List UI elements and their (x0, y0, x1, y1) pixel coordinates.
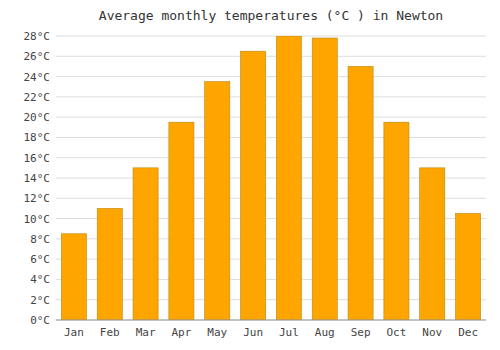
y-tick-label: 20°C (24, 111, 51, 124)
y-tick-label: 26°C (24, 50, 51, 63)
y-tick-label: 28°C (24, 30, 51, 43)
chart-container: Average monthly temperatures (°C ) in Ne… (0, 0, 500, 350)
y-tick-label: 0°C (30, 314, 50, 327)
bar (420, 168, 445, 320)
grid-line (56, 56, 486, 57)
y-axis: 0°C 2°C 4°C 6°C 8°C 10°C 12°C 14°C 16°C 18°C 20°C 2… (24, 30, 51, 327)
chart-title: Average monthly temperatures (°C ) in Ne… (99, 8, 443, 23)
x-axis-line (56, 320, 486, 321)
bar (61, 234, 86, 320)
x-tick-label: Sep (351, 326, 371, 339)
x-tick-label: May (207, 326, 227, 339)
y-grid (56, 36, 486, 320)
x-tick-label: Apr (171, 326, 191, 339)
bar (456, 214, 481, 321)
y-tick-label: 22°C (24, 91, 51, 104)
chart: Average monthly temperatures (°C ) in Ne… (0, 0, 500, 350)
x-tick-label: Jul (279, 326, 299, 339)
grid-line (56, 76, 486, 77)
y-tick-label: 10°C (24, 213, 51, 226)
y-tick-label: 6°C (30, 253, 50, 266)
grid-line (56, 157, 486, 158)
bar (348, 66, 373, 320)
y-tick-label: 12°C (24, 192, 51, 205)
bar (169, 122, 194, 320)
y-tick-label: 2°C (30, 294, 50, 307)
x-tick-label: Jan (64, 326, 84, 339)
y-tick-label: 16°C (24, 152, 51, 165)
x-tick-label: Feb (100, 326, 120, 339)
y-tick-label: 18°C (24, 131, 51, 144)
bar (276, 36, 301, 320)
x-axis: Jan Feb Mar Apr May Jun Jul Aug Sep Oct Nov Dec (64, 326, 478, 339)
bar (97, 208, 122, 320)
y-tick-label: 8°C (30, 233, 50, 246)
y-tick-label: 14°C (24, 172, 51, 185)
grid-line (56, 137, 486, 138)
grid-line (56, 96, 486, 97)
grid-line (56, 320, 486, 321)
bar (312, 38, 337, 320)
x-tick-label: Nov (422, 326, 442, 339)
bar (205, 82, 230, 320)
grid-line (56, 36, 486, 37)
x-tick-label: Jun (243, 326, 263, 339)
x-tick-label: Aug (315, 326, 335, 339)
x-tick-label: Mar (136, 326, 156, 339)
x-tick-label: Oct (386, 326, 406, 339)
bar (384, 122, 409, 320)
grid-line (56, 117, 486, 118)
y-tick-label: 4°C (30, 273, 50, 286)
bar (241, 51, 266, 320)
bar (133, 168, 158, 320)
x-tick-label: Dec (458, 326, 478, 339)
bars (61, 36, 480, 320)
y-tick-label: 24°C (24, 71, 51, 84)
